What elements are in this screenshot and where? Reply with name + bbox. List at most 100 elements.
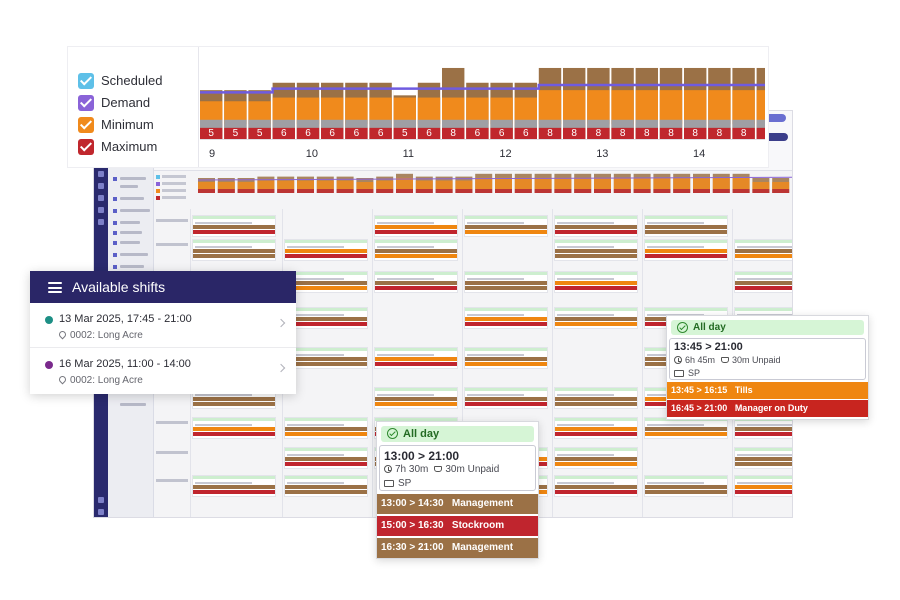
mini-demand-line: [198, 176, 792, 181]
nav-icon[interactable]: [98, 171, 104, 177]
roster-shift-card[interactable]: [464, 271, 548, 293]
mini-bar: [415, 180, 433, 189]
roster-shift-card[interactable]: [734, 417, 792, 439]
roster-shift-card[interactable]: [374, 239, 458, 261]
mini-bar: [455, 180, 473, 189]
legend-item-minimum[interactable]: Minimum: [78, 115, 198, 137]
roster-shift-card[interactable]: [284, 347, 368, 369]
shift-details: 13:45 > 21:00 6h 45m 30m Unpaid SP: [669, 338, 866, 380]
roster-shift-card[interactable]: [554, 215, 638, 237]
hamburger-menu-icon[interactable]: [48, 282, 62, 293]
roster-shift-card[interactable]: [284, 271, 368, 293]
nav-icon[interactable]: [98, 219, 104, 225]
roster-shift-card[interactable]: [192, 239, 276, 261]
mini-bar: [574, 177, 592, 189]
roster-shift-card[interactable]: [284, 239, 368, 261]
nav-icon[interactable]: [98, 509, 104, 515]
roster-shift-card[interactable]: [554, 417, 638, 439]
mini-bar: [198, 182, 215, 189]
chevron-right-icon[interactable]: [276, 363, 286, 373]
roster-shift-card[interactable]: [374, 215, 458, 237]
minimum-bar: [538, 90, 562, 125]
bar-value-label: 5: [208, 128, 214, 139]
demand-checkbox-icon[interactable]: [78, 95, 94, 111]
header-button[interactable]: [760, 114, 786, 122]
roster-shift-card[interactable]: [554, 475, 638, 497]
minimum-bar: [224, 101, 247, 125]
shift-segment[interactable]: 15:00 > 16:30 Stockroom: [377, 516, 538, 536]
mini-bar: [514, 189, 532, 193]
minimum-bar: [296, 97, 320, 125]
maximum-bar: [442, 127, 465, 139]
roster-shift-card[interactable]: [554, 387, 638, 409]
nav-icon[interactable]: [98, 207, 104, 213]
roster-shift-card[interactable]: [734, 447, 792, 469]
roster-shift-card[interactable]: [554, 447, 638, 469]
header-button[interactable]: [762, 133, 788, 141]
shift-segment[interactable]: 13:00 > 14:30 Management: [377, 494, 538, 514]
roster-shift-card[interactable]: [284, 417, 368, 439]
legend-item-maximum[interactable]: Maximum: [78, 137, 198, 159]
nav-icon[interactable]: [98, 183, 104, 189]
gap-bar: [200, 119, 223, 128]
shift-segment[interactable]: 16:45 > 21:00 Manager on Duty: [667, 400, 868, 417]
id-card-icon: [674, 370, 684, 377]
roster-shift-card[interactable]: [284, 307, 368, 329]
chevron-right-icon[interactable]: [276, 318, 286, 328]
mini-bar: [534, 177, 552, 189]
roster-shift-card[interactable]: [284, 475, 368, 497]
shift-segment[interactable]: 13:45 > 16:15 Tills: [667, 382, 868, 399]
roster-shift-card[interactable]: [734, 271, 792, 293]
roster-shift-card[interactable]: [464, 215, 548, 237]
legend-label: Demand: [101, 95, 151, 110]
maximum-checkbox-icon[interactable]: [78, 139, 94, 155]
roster-shift-card[interactable]: [464, 387, 548, 409]
roster-shift-card[interactable]: [554, 307, 638, 329]
roster-shift-card[interactable]: [464, 307, 548, 329]
shift-list-item[interactable]: 13 Mar 2025, 17:45 - 21:00 0002: Long Ac…: [30, 303, 296, 348]
roster-shift-card[interactable]: [374, 347, 458, 369]
nav-icon[interactable]: [98, 497, 104, 503]
mini-bar: [297, 180, 314, 189]
mini-bar: [396, 177, 413, 189]
roster-shift-card[interactable]: [192, 475, 276, 497]
nav-icon[interactable]: [98, 195, 104, 201]
roster-shift-card[interactable]: [554, 239, 638, 261]
legend-item-scheduled[interactable]: Scheduled: [78, 71, 198, 93]
minimum-bar: [442, 97, 465, 125]
roster-shift-card[interactable]: [192, 417, 276, 439]
shift-card-small[interactable]: All day 13:45 > 21:00 6h 45m 30m Unpaid S…: [666, 315, 869, 420]
roster-shift-card[interactable]: [734, 475, 792, 497]
mini-bar: [772, 189, 790, 193]
shift-list-item[interactable]: 16 Mar 2025, 11:00 - 14:00 0002: Long Ac…: [30, 348, 296, 393]
gap-bar: [635, 119, 658, 128]
roster-shift-card[interactable]: [644, 215, 728, 237]
shift-card-large[interactable]: All day 13:00 > 21:00 7h 30m 30m Unpaid S…: [376, 421, 539, 559]
minimum-bar: [200, 101, 223, 125]
legend-item-demand[interactable]: Demand: [78, 93, 198, 115]
mini-bar: [732, 177, 750, 189]
roster-shift-card[interactable]: [192, 215, 276, 237]
scheduled-checkbox-icon[interactable]: [78, 73, 94, 89]
roster-shift-card[interactable]: [554, 271, 638, 293]
shift-segment[interactable]: 16:30 > 21:00 Management: [377, 538, 538, 558]
roster-shift-card[interactable]: [284, 447, 368, 469]
minimum-checkbox-icon[interactable]: [78, 117, 94, 133]
maximum-bar: [417, 127, 441, 139]
roster-shift-card[interactable]: [644, 475, 728, 497]
bar-value-label: 5: [257, 128, 263, 139]
gap-bar: [393, 119, 416, 128]
roster-shift-card[interactable]: [374, 271, 458, 293]
legend-label: Maximum: [101, 139, 158, 154]
roster-shift-card[interactable]: [374, 387, 458, 409]
roster-shift-card[interactable]: [464, 347, 548, 369]
roster-shift-card[interactable]: [644, 239, 728, 261]
roster-shift-card[interactable]: [644, 417, 728, 439]
mini-bar: [673, 177, 691, 189]
mini-bar: [277, 189, 295, 193]
roster-shift-card[interactable]: [734, 239, 792, 261]
maximum-bar: [635, 127, 658, 139]
mini-bar: [693, 177, 710, 189]
minimum-bar: [369, 97, 392, 125]
bar-value-label: 8: [596, 128, 602, 139]
